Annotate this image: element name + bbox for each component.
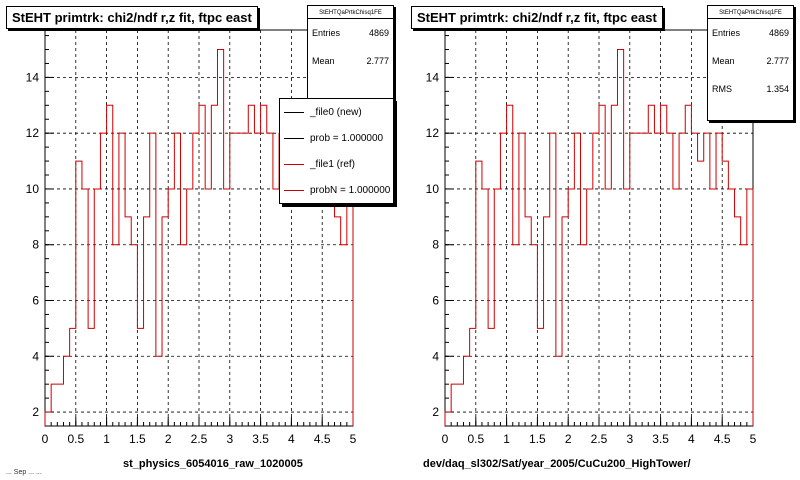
footer-text: ... Sep ... ... bbox=[6, 469, 42, 476]
stats-label: RMS bbox=[712, 84, 732, 94]
panel-1-x-tick-label: 4 bbox=[288, 432, 295, 446]
legend-line-swatch bbox=[284, 111, 304, 113]
panel-2-x-tick-label: 2.5 bbox=[591, 432, 608, 446]
legend-entry-file1: _file1 (ref) bbox=[280, 151, 393, 177]
panel-1-x-tick-label: 0 bbox=[42, 432, 49, 446]
panel-1-y-tick-label: 4 bbox=[32, 349, 39, 363]
panel-1-y-tick-label: 6 bbox=[32, 294, 39, 308]
panel-2-stats-name: StEHTQaPrtkChisq1FE bbox=[708, 6, 793, 19]
panel-1-title-text: StEHT primtrk: chi2/ndf r,z fit, ftpc ea… bbox=[12, 10, 252, 25]
stats-value: 4869 bbox=[368, 28, 389, 38]
panel-1-y-tick-label: 10 bbox=[26, 182, 40, 196]
panel-1-x-tick-label: 5 bbox=[350, 432, 357, 446]
panel-2-x-tick-label: 1 bbox=[503, 432, 510, 446]
panel-2-y-tick-label: 14 bbox=[426, 70, 440, 84]
panel-1-stats-row-mean: Mean 2.777 bbox=[308, 47, 393, 75]
panel-2-x-tick-label: 5 bbox=[750, 432, 757, 446]
panel-1-title: StEHT primtrk: chi2/ndf r,z fit, ftpc ea… bbox=[6, 6, 258, 29]
stats-value: 2.777 bbox=[366, 56, 389, 66]
legend-entry-prob: prob = 1.000000 bbox=[280, 125, 393, 151]
panel-1-x-tick-label: 4.5 bbox=[314, 432, 331, 446]
legend-entry-label: _file1 (ref) bbox=[310, 158, 356, 170]
stats-label: Entries bbox=[712, 28, 741, 38]
panel-1-x-tick-label: 2 bbox=[165, 432, 172, 446]
legend-entry-label: _file0 (new) bbox=[310, 106, 362, 118]
stats-label: Entries bbox=[312, 28, 341, 38]
panel-2-y-tick-label: 10 bbox=[426, 182, 440, 196]
panel-2-x-tick-label: 1.5 bbox=[529, 432, 546, 446]
panel-2-title: StEHT primtrk: chi2/ndf r,z fit, ftpc ea… bbox=[411, 6, 663, 29]
panel-2-y-tick-label: 6 bbox=[432, 294, 439, 308]
panel-2-histogram-series-1 bbox=[444, 49, 754, 426]
stats-value: 1.354 bbox=[766, 84, 789, 94]
panel-1-y-tick-label: 12 bbox=[26, 126, 40, 140]
panel-1-stats-box: StEHTQaPrtkChisq1FE Entries 4869 Mean 2.… bbox=[307, 5, 394, 107]
legend-entry-probn: probN = 1.000000 bbox=[280, 177, 393, 203]
panel-2-y-tick-label: 4 bbox=[432, 349, 439, 363]
panel-2-stats-row-rms: RMS 1.354 bbox=[708, 75, 793, 103]
panel-1-x-tick-label: 1.5 bbox=[129, 432, 146, 446]
panel-1-x-tick-label: 3 bbox=[226, 432, 233, 446]
panel-1-y-tick-label: 2 bbox=[32, 405, 39, 419]
panel-2-stats-row-mean: Mean 2.777 bbox=[708, 47, 793, 75]
legend-line-swatch bbox=[284, 163, 304, 165]
panel-1-legend: _file0 (new) prob = 1.000000 _file1 (ref… bbox=[279, 98, 394, 204]
panel-2-x-tick-label: 3 bbox=[626, 432, 633, 446]
stats-label: Mean bbox=[712, 56, 735, 66]
legend-entry-file0: _file0 (new) bbox=[280, 99, 393, 125]
panel-1-x-tick-label: 2.5 bbox=[191, 432, 208, 446]
legend-entry-label: prob = 1.000000 bbox=[310, 132, 384, 144]
panel-2-x-tick-label: 3.5 bbox=[652, 432, 669, 446]
legend-line-swatch bbox=[284, 189, 304, 191]
panel-2-x-tick-label: 4 bbox=[688, 432, 695, 446]
panel-2-stats-row-entries: Entries 4869 bbox=[708, 19, 793, 47]
panel-1-x-tick-label: 0.5 bbox=[67, 432, 84, 446]
panel-1-y-tick-label: 8 bbox=[32, 238, 39, 252]
panel-2-title-text: StEHT primtrk: chi2/ndf r,z fit, ftpc ea… bbox=[417, 10, 657, 25]
panel-2-x-tick-label: 0 bbox=[442, 432, 449, 446]
panel-1-x-tick-label: 1 bbox=[103, 432, 110, 446]
panel-1-stats-row-entries: Entries 4869 bbox=[308, 19, 393, 47]
legend-entry-label: probN = 1.000000 bbox=[310, 184, 391, 196]
stats-label: Mean bbox=[312, 56, 335, 66]
panel-1-x-tick-label: 3.5 bbox=[252, 432, 269, 446]
panel-2-y-tick-label: 12 bbox=[426, 126, 440, 140]
legend-line-swatch bbox=[284, 137, 304, 139]
panel-2-y-tick-label: 2 bbox=[432, 405, 439, 419]
panel-1-stats-name: StEHTQaPrtkChisq1FE bbox=[308, 6, 393, 19]
stats-value: 2.777 bbox=[766, 56, 789, 66]
stats-value: 4869 bbox=[768, 28, 789, 38]
panel-2-stats-box: StEHTQaPrtkChisq1FE Entries 4869 Mean 2.… bbox=[707, 5, 794, 121]
panel-1-y-tick-label: 14 bbox=[26, 70, 40, 84]
panel-2-x-tick-label: 4.5 bbox=[714, 432, 731, 446]
panel-1-xlabel: st_physics_6054016_raw_1020005 bbox=[123, 458, 303, 470]
panel-2-y-tick-label: 8 bbox=[432, 238, 439, 252]
panel-2-x-tick-label: 2 bbox=[565, 432, 572, 446]
panel-2-xlabel: dev/daq_sl302/Sat/year_2005/CuCu200_High… bbox=[423, 458, 691, 470]
panel-2-x-tick-label: 0.5 bbox=[467, 432, 484, 446]
